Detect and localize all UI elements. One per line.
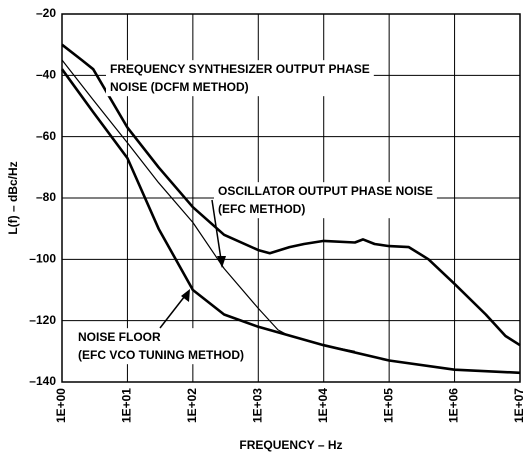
y-tick-label: –100 bbox=[29, 252, 56, 266]
y-axis-label: L(f) – dBc/Hz bbox=[6, 161, 20, 234]
x-tick-label: 1E+03 bbox=[250, 388, 264, 423]
annotation-bg bbox=[214, 182, 437, 219]
x-tick-label: 1E+06 bbox=[447, 388, 461, 423]
arrow-head bbox=[181, 289, 190, 302]
plot-frame bbox=[61, 13, 521, 383]
y-tick-label: –20 bbox=[36, 6, 56, 20]
annotation-text: NOISE FLOOR bbox=[78, 330, 161, 344]
y-tick-label: –80 bbox=[36, 190, 56, 204]
series-line bbox=[61, 43, 521, 347]
annotations: FREQUENCY SYNTHESIZER OUTPUT PHASE NOISE … bbox=[74, 60, 437, 365]
arrow bbox=[159, 291, 189, 329]
y-tick-label: –40 bbox=[36, 68, 56, 82]
annotation: OSCILLATOR OUTPUT PHASE NOISE (EFC METHOD… bbox=[214, 182, 437, 219]
x-tick-label: 1E+00 bbox=[54, 388, 68, 423]
annotation-bg bbox=[74, 328, 248, 365]
annotation-text: FREQUENCY SYNTHESIZER OUTPUT PHASE bbox=[110, 62, 370, 76]
y-tick-label: –120 bbox=[29, 313, 56, 327]
x-tick-label: 1E+01 bbox=[120, 388, 134, 423]
x-tick-label: 1E+05 bbox=[381, 388, 395, 423]
arrow-head bbox=[217, 256, 226, 268]
x-tick-label: 1E+04 bbox=[316, 388, 330, 423]
x-tick-label: 1E+07 bbox=[512, 388, 526, 423]
y-tick-label: –60 bbox=[36, 129, 56, 143]
annotation-bg bbox=[106, 60, 374, 97]
arrow bbox=[211, 199, 223, 267]
annotation-text: (EFC METHOD) bbox=[218, 202, 305, 216]
series-line bbox=[60, 68, 521, 375]
x-axis-label: FREQUENCY – Hz bbox=[239, 438, 342, 452]
y-tick-label: –140 bbox=[29, 374, 56, 388]
annotation-text: NOISE (DCFM METHOD) bbox=[110, 80, 249, 94]
annotation-text: OSCILLATOR OUTPUT PHASE NOISE bbox=[218, 184, 433, 198]
annotation: FREQUENCY SYNTHESIZER OUTPUT PHASE NOISE … bbox=[106, 60, 374, 97]
lines bbox=[60, 43, 521, 375]
annotation-text: (EFC VCO TUNING METHOD) bbox=[78, 348, 244, 362]
x-tick-label: 1E+02 bbox=[185, 388, 199, 423]
annotation: NOISE FLOOR (EFC VCO TUNING METHOD) bbox=[74, 328, 248, 365]
